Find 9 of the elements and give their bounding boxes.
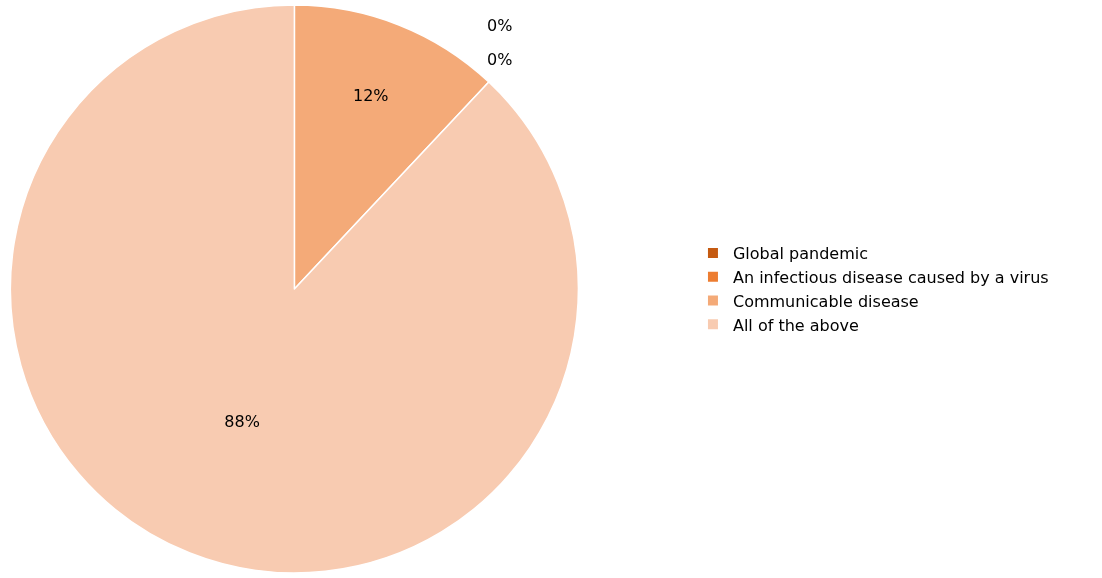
legend-label: Global pandemic — [732, 244, 869, 264]
data-label: 12% — [353, 86, 389, 106]
pie-slice — [9, 4, 579, 574]
legend-label: Communicable disease — [732, 291, 919, 311]
data-label: 88% — [224, 411, 260, 431]
text: 0% — [487, 16, 513, 35]
text: 0% — [487, 50, 513, 69]
legend-label: An infectious disease caused by a virus — [732, 267, 1049, 287]
legend-label: All of the above — [732, 315, 859, 335]
